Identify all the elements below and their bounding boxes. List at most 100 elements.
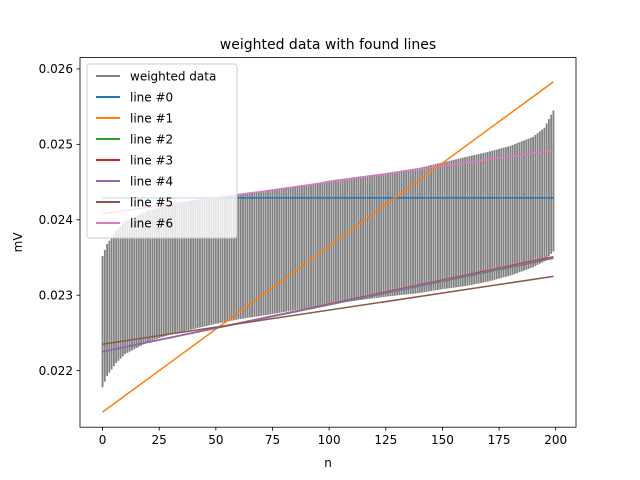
data-bar [341,178,344,303]
data-bar [156,208,158,339]
data-bar [124,221,127,355]
data-bar [319,182,321,306]
data-bar [371,174,374,299]
legend-label: line #5 [130,195,173,209]
data-bar [190,200,192,330]
data-bar [541,129,544,263]
data-bar [464,157,466,287]
data-bar [219,196,222,323]
chart-title: weighted data with found lines [220,37,436,53]
y-tick-label: 0.025 [39,138,73,152]
data-bar [459,158,462,287]
data-bar [507,146,510,277]
data-bar [101,255,104,388]
data-bar [387,172,389,297]
data-bar [543,127,546,262]
data-bar [282,188,285,313]
data-bar [301,185,303,309]
found-lines [102,81,554,413]
data-bar [534,134,537,267]
data-bar [106,243,108,376]
data-bar [461,157,464,287]
data-bar [273,189,276,314]
data-bar [427,165,430,292]
data-bar [244,193,247,319]
legend: weighted data line #0 line #1 line #2 line #… [86,63,238,239]
data-bar [486,151,489,282]
data-bar [330,180,333,304]
data-bar [495,149,498,280]
data-bar [325,181,328,305]
data-bar [185,201,188,331]
legend-label: weighted data [130,69,216,83]
data-bar [423,166,426,293]
data-bar [552,110,555,252]
data-bar [251,192,253,318]
data-bar [480,153,482,283]
data-bar [115,231,118,364]
data-bar [280,188,283,313]
data-bar [373,174,376,299]
data-bar [126,220,129,353]
data-bar [239,193,242,319]
data-bar [162,206,165,337]
data-bar [131,218,133,351]
data-bar [357,176,360,301]
data-bar [305,185,308,309]
data-bar [482,152,485,283]
data-bar [122,223,124,357]
data-bar [403,170,405,295]
data-bar [287,187,290,312]
data-bar [137,214,140,347]
data-bar [323,181,326,305]
data-bar [230,195,233,321]
data-bar [378,173,380,298]
data-bar [532,136,534,268]
data-bar [434,164,437,291]
data-bar [412,168,414,294]
data-bar [165,205,167,336]
data-bar [276,189,278,314]
data-bar [119,226,122,359]
data-bar [262,190,265,316]
x-tick-label: 100 [318,433,341,447]
data-bar [291,186,294,311]
data-bar [366,175,369,300]
x-tick-label: 75 [265,433,280,447]
data-bar [203,198,206,327]
data-bar [169,204,172,335]
data-bar [409,169,412,294]
data-bar [224,195,226,323]
data-bar [214,197,217,324]
data-bar [529,137,532,269]
data-bar [208,198,210,326]
data-bar [160,207,163,338]
data-bar [527,138,530,269]
data-bar [235,194,238,320]
data-bar [246,192,249,318]
data-bar [146,210,149,342]
legend-label: line #4 [130,174,173,188]
data-bar [269,189,272,315]
data-bar [545,123,548,259]
data-bar [140,213,142,346]
data-bar [151,209,154,341]
x-tick-label: 150 [431,433,454,447]
data-bar [180,202,183,332]
data-bar [316,182,319,307]
data-bar [248,192,251,318]
data-bar [491,150,494,281]
data-bar [548,119,550,257]
data-bar [359,176,362,301]
data-bar [110,237,113,370]
data-bar [348,177,351,302]
data-bar [237,194,240,320]
series-line-1 [102,81,554,413]
data-bar [475,154,478,284]
legend-label: line #3 [130,153,173,167]
data-bar [489,151,491,282]
data-bar [264,190,267,316]
data-bar [468,156,471,286]
data-bar [128,219,131,352]
data-bar [178,202,181,333]
